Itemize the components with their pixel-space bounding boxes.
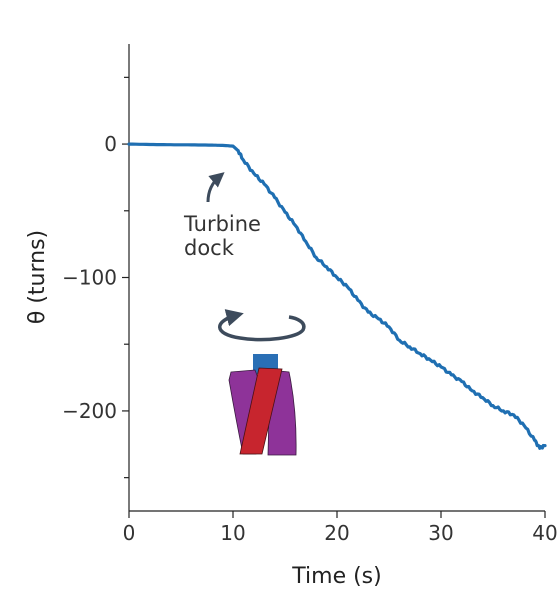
x-tick-label: 20 xyxy=(324,521,349,545)
x-tick-label: 40 xyxy=(532,521,557,545)
axis-ticks xyxy=(122,76,546,518)
turbine-dock-arrow xyxy=(206,172,225,203)
annotation-line-1: Turbine xyxy=(183,212,261,236)
x-tick-label: 0 xyxy=(123,521,136,545)
y-tick-label: −100 xyxy=(62,266,117,290)
rotation-arrow-icon xyxy=(218,309,306,342)
motor-center-helix xyxy=(239,367,283,455)
annotation-line-2: dock xyxy=(184,236,235,260)
y-tick-label: 0 xyxy=(104,132,117,156)
y-axis-title: θ (turns) xyxy=(25,230,50,324)
x-tick-label: 10 xyxy=(220,521,245,545)
series-points xyxy=(129,144,545,448)
x-axis-title: Time (s) xyxy=(291,564,381,589)
motor-illustration xyxy=(228,354,297,456)
series-line xyxy=(127,142,547,450)
y-tick-label: −200 xyxy=(62,399,117,423)
x-tick-label: 30 xyxy=(428,521,453,545)
tick-labels: 0 10 20 30 40 0 −100 −200 xyxy=(62,132,558,545)
